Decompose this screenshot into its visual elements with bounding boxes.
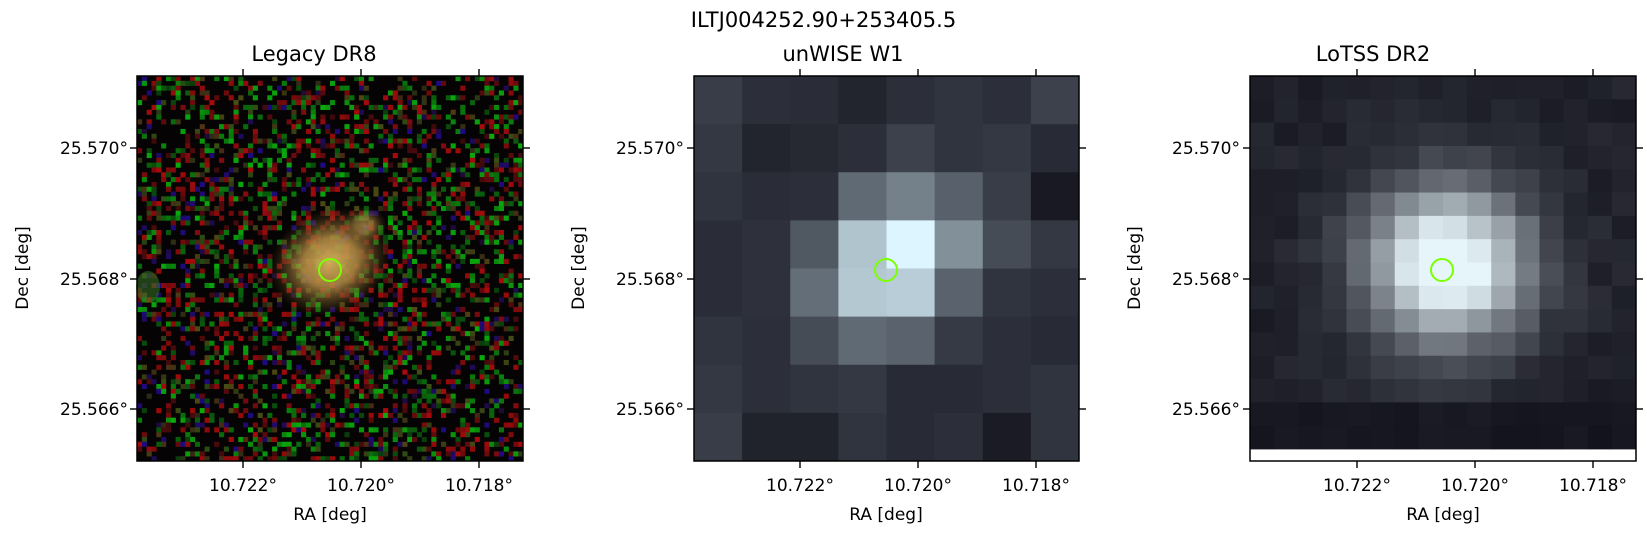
x-tick-label: 10.720° bbox=[1441, 476, 1509, 496]
y-tick-label: 25.566° bbox=[1172, 400, 1240, 420]
x-axis-label: RA [deg] bbox=[293, 505, 366, 525]
x-tick-label: 10.720° bbox=[884, 476, 952, 496]
panel-title-unwise: unWISE W1 bbox=[782, 42, 904, 66]
unwise-image bbox=[694, 76, 1080, 462]
source-marker-legacy bbox=[318, 258, 342, 282]
panel-title-lotss: LoTSS DR2 bbox=[1315, 42, 1431, 66]
panel-legacy: 10.722° 10.720° 10.718° 25.570° 25.568° … bbox=[13, 69, 530, 525]
x-tick-label: 10.718° bbox=[1559, 476, 1627, 496]
y-axis-label: Dec [deg] bbox=[1125, 226, 1145, 310]
y-tick-label: 25.568° bbox=[1172, 270, 1240, 290]
x-axis-label: RA [deg] bbox=[849, 505, 922, 525]
panel-unwise: 10.722° 10.720° 10.718° 25.570° 25.568° … bbox=[569, 69, 1086, 525]
panel-unwise-frame bbox=[693, 75, 1080, 462]
panel-lotss: 10.722° 10.720° 10.718° 25.570° 25.568° … bbox=[1125, 69, 1643, 525]
source-marker-lotss bbox=[1430, 258, 1454, 282]
y-tick-label: 25.566° bbox=[616, 400, 684, 420]
x-tick-label: 10.718° bbox=[1002, 476, 1070, 496]
panel-legacy-ticks bbox=[130, 69, 530, 468]
lotss-image bbox=[1250, 76, 1637, 461]
y-tick-label: 25.568° bbox=[60, 270, 128, 290]
x-axis-label: RA [deg] bbox=[1406, 505, 1479, 525]
y-tick-label: 25.570° bbox=[1172, 139, 1240, 159]
source-marker-unwise bbox=[874, 258, 898, 282]
panel-title-legacy: Legacy DR8 bbox=[251, 42, 377, 66]
y-tick-label: 25.568° bbox=[616, 270, 684, 290]
x-tick-label: 10.722° bbox=[1323, 476, 1391, 496]
x-tick-label: 10.720° bbox=[327, 476, 395, 496]
panel-unwise-ticks bbox=[687, 69, 1086, 468]
x-tick-label: 10.718° bbox=[445, 476, 513, 496]
y-tick-label: 25.570° bbox=[616, 139, 684, 159]
y-tick-label: 25.570° bbox=[60, 139, 128, 159]
figure-title: ILTJ004252.90+253405.5 bbox=[690, 8, 957, 32]
y-tick-label: 25.566° bbox=[60, 400, 128, 420]
x-tick-label: 10.722° bbox=[766, 476, 834, 496]
y-axis-label: Dec [deg] bbox=[569, 226, 589, 310]
x-tick-label: 10.722° bbox=[209, 476, 277, 496]
panel-lotss-ticks bbox=[1243, 69, 1643, 468]
y-axis-label: Dec [deg] bbox=[13, 226, 33, 310]
panel-legacy-frame bbox=[136, 75, 524, 462]
panel-lotss-frame bbox=[1249, 75, 1637, 462]
legacy-image bbox=[136, 76, 524, 462]
